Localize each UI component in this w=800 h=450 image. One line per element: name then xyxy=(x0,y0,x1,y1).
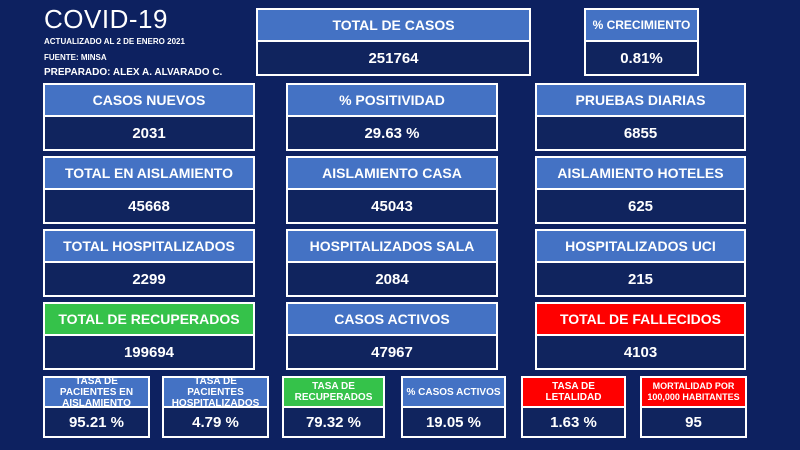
card-value: 47967 xyxy=(286,336,498,370)
rate-value: 1.63 % xyxy=(521,408,626,438)
card-value: 625 xyxy=(535,190,746,224)
card-crecimiento: % CRECIMIENTO 0.81% xyxy=(584,8,699,76)
card-total-recuperados: TOTAL DE RECUPERADOS 199694 xyxy=(43,302,255,370)
card-label: TOTAL HOSPITALIZADOS xyxy=(43,229,255,263)
card-value: 215 xyxy=(535,263,746,297)
rate-value: 79.32 % xyxy=(282,408,385,438)
card-label: % CRECIMIENTO xyxy=(584,8,699,42)
card-label: TOTAL DE RECUPERADOS xyxy=(43,302,255,336)
card-value: 45668 xyxy=(43,190,255,224)
card-label: HOSPITALIZADOS SALA xyxy=(286,229,498,263)
rate-value: 19.05 % xyxy=(401,408,506,438)
page-title: COVID-19 xyxy=(44,4,168,34)
card-total-aislamiento: TOTAL EN AISLAMIENTO 45668 xyxy=(43,156,255,224)
card-positividad: % POSITIVIDAD 29.63 % xyxy=(286,83,498,151)
card-hospitalizados-uci: HOSPITALIZADOS UCI 215 xyxy=(535,229,746,297)
card-total-fallecidos: TOTAL DE FALLECIDOS 4103 xyxy=(535,302,746,370)
card-value: 2299 xyxy=(43,263,255,297)
rate-card-hospitalizados: TASA DE PACIENTES HOSPITALIZADOS 4.79 % xyxy=(162,376,269,438)
card-label: HOSPITALIZADOS UCI xyxy=(535,229,746,263)
card-aislamiento-hoteles: AISLAMIENTO HOTELES 625 xyxy=(535,156,746,224)
card-value: 45043 xyxy=(286,190,498,224)
rate-card-mortalidad: MORTALIDAD POR 100,000 HABITANTES 95 xyxy=(640,376,747,438)
card-label: AISLAMIENTO CASA xyxy=(286,156,498,190)
rate-card-letalidad: TASA DE LETALIDAD 1.63 % xyxy=(521,376,626,438)
card-value: 6855 xyxy=(535,117,746,151)
rate-label: TASA DE RECUPERADOS xyxy=(282,376,385,408)
card-label: TOTAL DE CASOS xyxy=(256,8,531,42)
card-label: CASOS ACTIVOS xyxy=(286,302,498,336)
source-label: FUENTE: MINSA xyxy=(44,53,107,62)
rate-card-activos: % CASOS ACTIVOS 19.05 % xyxy=(401,376,506,438)
card-total-casos: TOTAL DE CASOS 251764 xyxy=(256,8,531,76)
prepared-by: PREPARADO: ALEX A. ALVARADO C. xyxy=(44,67,223,78)
card-label: PRUEBAS DIARIAS xyxy=(535,83,746,117)
rate-label: TASA DE LETALIDAD xyxy=(521,376,626,408)
updated-date: ACTUALIZADO AL 2 DE ENERO 2021 xyxy=(44,37,185,46)
card-value: 29.63 % xyxy=(286,117,498,151)
card-value: 251764 xyxy=(256,42,531,76)
card-aislamiento-casa: AISLAMIENTO CASA 45043 xyxy=(286,156,498,224)
rate-value: 95 xyxy=(640,408,747,438)
rate-value: 4.79 % xyxy=(162,408,269,438)
card-value: 4103 xyxy=(535,336,746,370)
card-value: 199694 xyxy=(43,336,255,370)
card-label: % POSITIVIDAD xyxy=(286,83,498,117)
card-label: CASOS NUEVOS xyxy=(43,83,255,117)
card-value: 2031 xyxy=(43,117,255,151)
rate-card-aislamiento: TASA DE PACIENTES EN AISLAMIENTO 95.21 % xyxy=(43,376,150,438)
rate-value: 95.21 % xyxy=(43,408,150,438)
card-pruebas-diarias: PRUEBAS DIARIAS 6855 xyxy=(535,83,746,151)
card-total-hospitalizados: TOTAL HOSPITALIZADOS 2299 xyxy=(43,229,255,297)
card-label: AISLAMIENTO HOTELES xyxy=(535,156,746,190)
rate-label: MORTALIDAD POR 100,000 HABITANTES xyxy=(640,376,747,408)
card-casos-nuevos: CASOS NUEVOS 2031 xyxy=(43,83,255,151)
rate-label: % CASOS ACTIVOS xyxy=(401,376,506,408)
card-label: TOTAL DE FALLECIDOS xyxy=(535,302,746,336)
rate-label: TASA DE PACIENTES HOSPITALIZADOS xyxy=(162,376,269,409)
rate-label: TASA DE PACIENTES EN AISLAMIENTO xyxy=(43,376,150,409)
card-hospitalizados-sala: HOSPITALIZADOS SALA 2084 xyxy=(286,229,498,297)
card-label: TOTAL EN AISLAMIENTO xyxy=(43,156,255,190)
card-casos-activos: CASOS ACTIVOS 47967 xyxy=(286,302,498,370)
rate-card-recuperados: TASA DE RECUPERADOS 79.32 % xyxy=(282,376,385,438)
card-value: 0.81% xyxy=(584,42,699,76)
card-value: 2084 xyxy=(286,263,498,297)
